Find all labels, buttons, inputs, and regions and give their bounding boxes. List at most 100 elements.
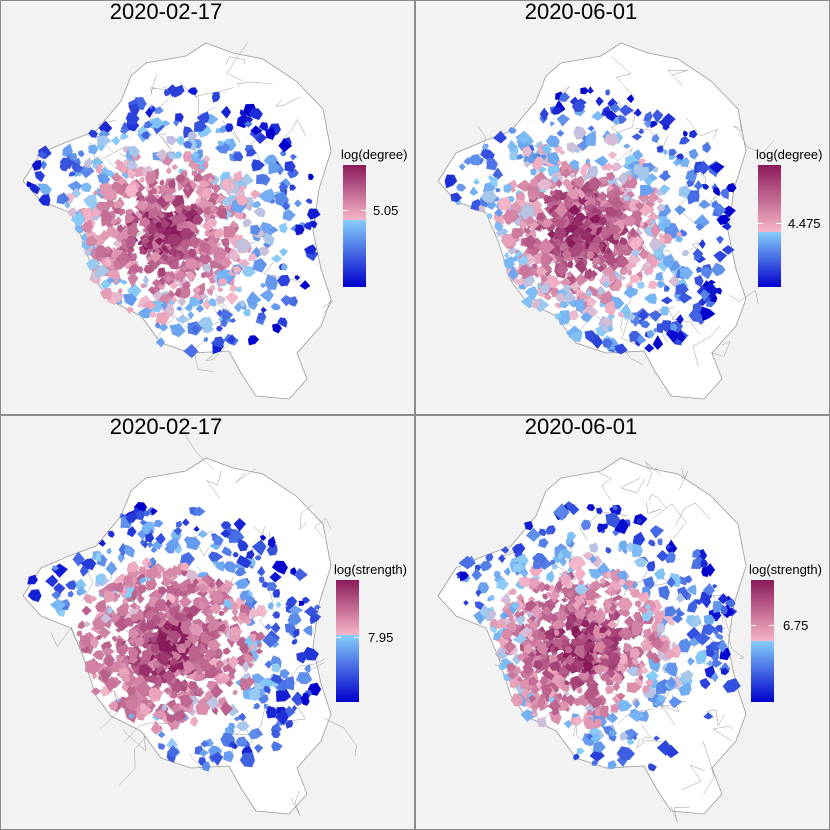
district-boundary [620,477,646,494]
tract-patch [161,245,168,252]
tract-patch [95,245,108,259]
district-boundary [692,325,720,366]
tract-patch [563,694,577,707]
tract-patch [172,710,187,722]
tract-patch [88,144,99,155]
legend-title: log(strength) [334,562,407,577]
tract-patch [688,148,699,160]
tract-patch [263,685,271,695]
tract-patch [158,743,166,751]
tract-patch [589,554,603,568]
tract-patch [695,266,702,274]
color-legend: log(degree) 5.05 [341,147,414,307]
tract-patch [604,600,613,611]
tract-patch [496,650,509,660]
tract-patch [547,201,554,209]
tract-patch [536,179,554,191]
tract-patch [174,287,182,297]
tract-patch [523,160,532,168]
tract-patch [712,203,727,217]
tract-patch [193,286,202,293]
tract-patch [601,317,614,328]
tract-patch [106,226,119,239]
tract-patch [662,112,676,127]
tract-patch [183,343,199,359]
tract-patch [207,619,220,633]
tract-patch [586,297,598,307]
tract-patch [606,669,616,679]
tract-patch [185,212,193,221]
tract-patch [603,133,621,146]
tract-patch [201,761,211,772]
tract-patch [166,152,178,160]
tract-patch [488,595,495,601]
tract-patch [586,709,594,716]
tract-patch [263,703,269,710]
tract-patch [251,159,266,172]
tract-patch [571,177,580,184]
tract-patch [463,599,470,606]
tract-patch [204,229,212,238]
tract-patch [224,138,232,146]
tract-patch [586,609,597,622]
tract-patch [164,566,175,579]
tract-patch [267,154,277,164]
tract-patch [150,541,164,551]
tract-patch [566,188,580,200]
district-boundary [620,315,636,345]
district-boundary [123,722,172,743]
tract-patch [157,730,166,739]
tract-patch [499,228,507,234]
tract-patch [590,683,599,692]
tract-patch [77,150,85,158]
tract-patch [585,157,591,164]
tract-patch [536,642,548,656]
tract-patch [623,285,639,299]
tract-patch [553,503,570,522]
district-boundary [123,728,146,752]
tract-patch [247,252,258,262]
tract-patch [94,264,111,277]
tract-patch [510,186,517,193]
tract-patch [256,641,263,648]
tract-patch [44,574,59,588]
tract-patch [617,256,630,268]
tract-patch [605,299,616,317]
tract-patch [703,711,714,720]
tract-patch [489,177,498,187]
tract-patch [598,216,608,226]
tract-patch [127,167,137,178]
tract-patch [255,631,266,641]
tract-patch [715,235,725,245]
tract-patch [675,313,684,325]
tract-patch [543,294,553,301]
tract-patch [151,186,158,195]
tract-patch [126,283,142,300]
tract-patch [112,582,124,594]
tract-patch [551,708,560,716]
tract-patch [305,198,313,205]
tract-patch [607,325,614,333]
tract-patch [94,551,102,562]
tract-patch [272,611,281,619]
tract-patch [130,613,142,623]
district-boundary [670,805,690,823]
tract-patch [589,269,599,278]
tract-patch [296,651,308,664]
tract-patch [231,607,239,617]
tract-patch [133,507,140,514]
tract-patch [486,157,496,168]
tract-patch [205,614,216,623]
tract-patch [175,520,183,528]
tract-patch [269,571,282,583]
tract-patch [245,549,255,560]
tract-patch [84,658,100,676]
tract-patch [560,597,569,603]
tract-patch [235,736,248,747]
tract-patch [538,282,551,294]
tract-patch [721,244,735,255]
tract-patch [530,604,542,619]
tract-patch [686,584,697,596]
tract-patch [522,663,535,675]
tract-patch [220,700,234,717]
